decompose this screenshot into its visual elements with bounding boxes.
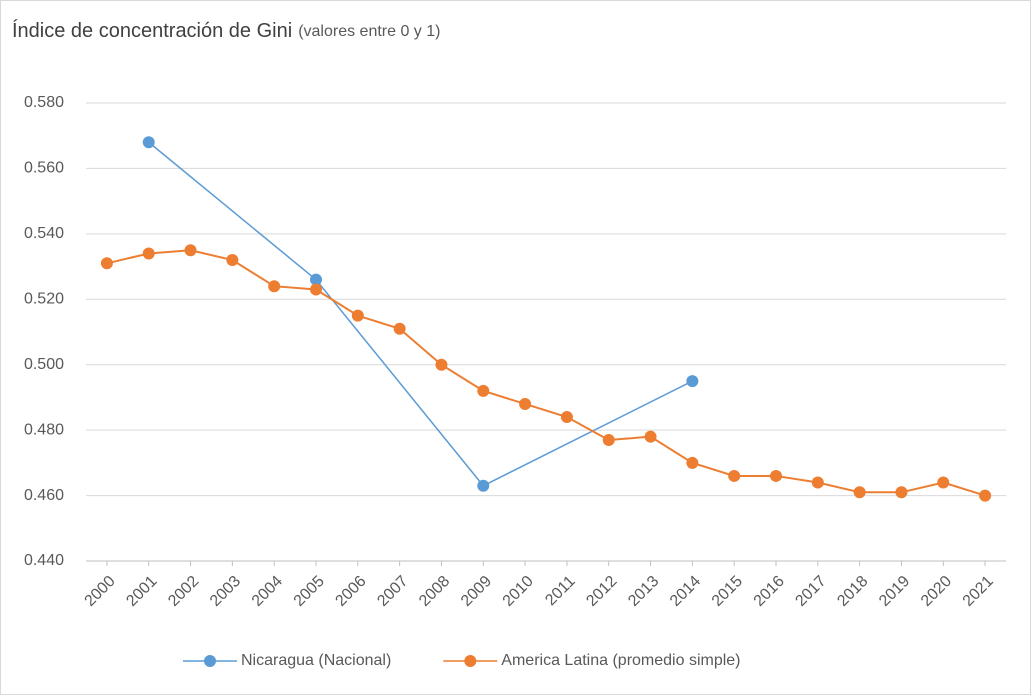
y-tick-label: 0.480 [24, 421, 64, 438]
point [811, 476, 824, 489]
point [393, 322, 406, 335]
y-tick-label: 0.580 [24, 94, 64, 111]
point [519, 397, 532, 410]
point [937, 476, 950, 489]
legend-marker [464, 655, 477, 667]
series-line [106, 249, 986, 497]
point [895, 486, 908, 499]
point [142, 247, 155, 260]
y-tick-label: 0.440 [24, 552, 64, 569]
point [435, 358, 448, 371]
y-tick-label: 0.460 [24, 487, 64, 504]
legend-label: America Latina (promedio simple) [501, 652, 740, 669]
point [979, 489, 992, 502]
point [853, 486, 866, 499]
point [226, 254, 239, 267]
point [686, 375, 699, 388]
point [644, 430, 657, 443]
point [560, 411, 573, 424]
subtitle: (valores entre 0 y 1) [298, 23, 440, 40]
point [184, 244, 197, 257]
point [310, 283, 322, 296]
y-tick-label: 0.520 [24, 291, 64, 308]
legend-label: Nicaragua (Nacional) [241, 652, 391, 669]
legend-marker [204, 655, 216, 667]
point [100, 257, 113, 270]
point [142, 136, 155, 149]
y-tick-label: 0.560 [24, 160, 64, 177]
legend-item: Nicaragua (Nacional) [183, 652, 391, 669]
point [351, 309, 364, 322]
point [477, 479, 490, 492]
y-tick-label: 0.540 [24, 225, 64, 242]
point [728, 469, 741, 482]
point [770, 469, 782, 482]
point [686, 456, 699, 469]
point [268, 280, 281, 293]
point [310, 273, 322, 286]
title: Índice de concentración de Gini [12, 19, 292, 42]
point [477, 384, 490, 397]
series-line [148, 141, 693, 487]
chart-title: Índice de concentración de Gini (valores … [12, 19, 440, 42]
point [602, 433, 615, 446]
y-tick-label: 0.500 [24, 356, 64, 373]
legend-item: America Latina (promedio simple) [443, 652, 741, 669]
